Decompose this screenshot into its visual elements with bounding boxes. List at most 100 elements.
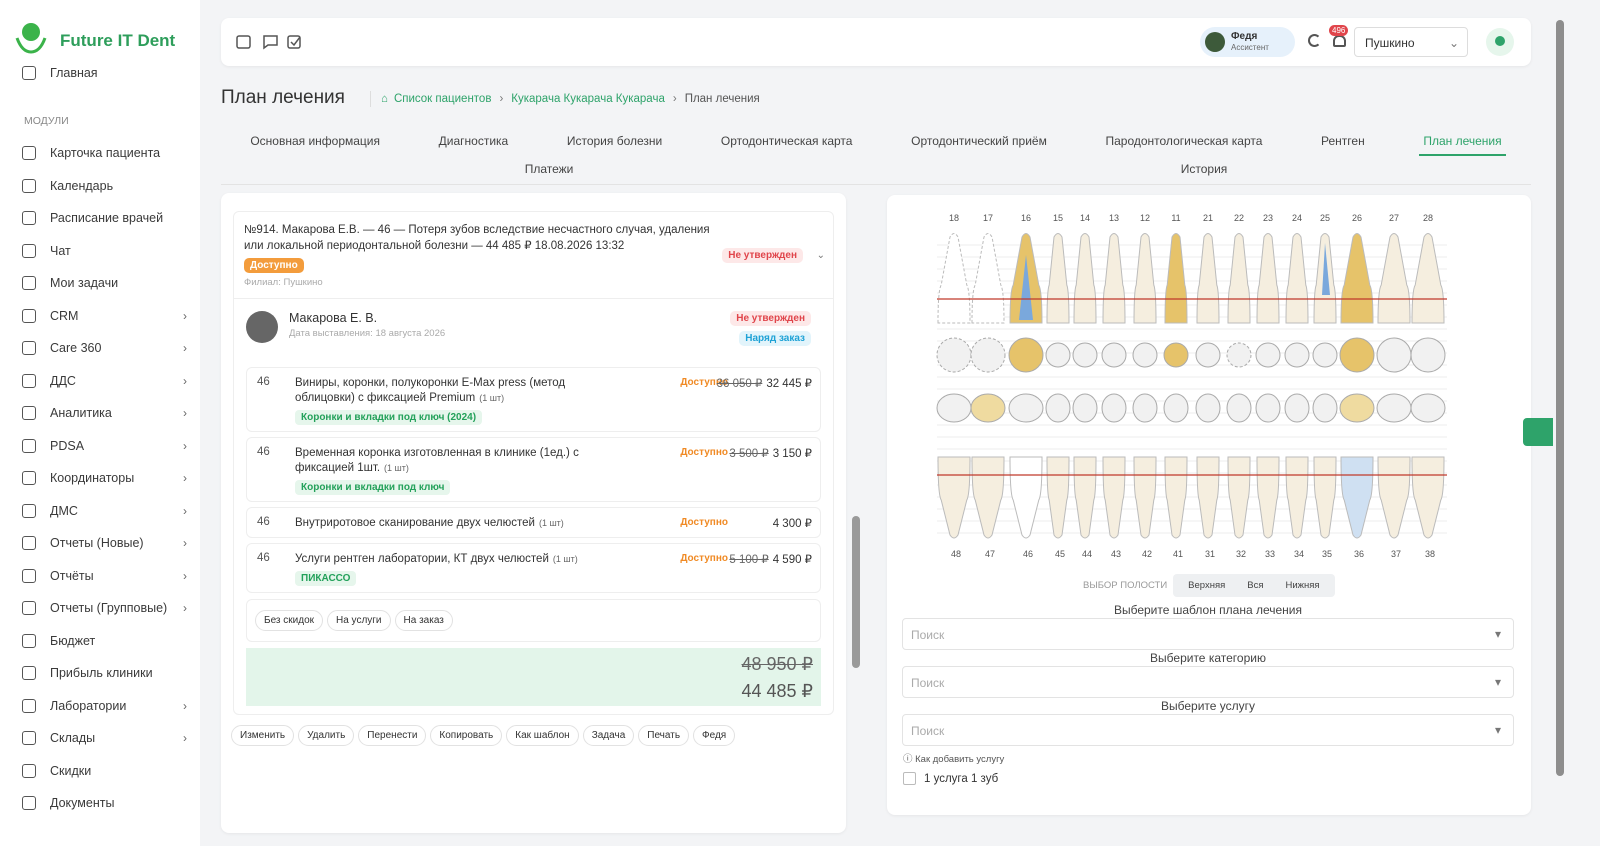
tab[interactable]: История [1180,162,1228,176]
nav-item[interactable]: Лаборатории › [22,698,187,713]
patient-status: Не утвержден [730,311,811,326]
nav-item[interactable]: Отчеты (Групповые) › [22,601,187,615]
branch: Филиал: Пушкино [244,277,323,288]
tag: Коронки и вкладки под ключ [295,480,451,495]
action-button[interactable]: Федя [693,725,736,746]
action-button[interactable]: Задача [582,725,635,746]
nav-item[interactable]: Чат [22,243,187,258]
tooth-number: 43 [1111,549,1121,559]
jaw-option[interactable]: Нижняя [1285,580,1320,591]
select[interactable]: Поиск [902,714,1514,746]
crumb: План лечения [684,93,760,105]
branch-select[interactable]: Пушкино ⌄ [1354,27,1468,57]
discount-button[interactable]: Без скидок [255,610,323,631]
upper-tooth [1256,233,1280,324]
action-button[interactable]: Удалить [298,725,355,746]
nav-item[interactable]: Прибыль клиники [22,666,187,680]
nav-item[interactable]: Координаторы › [22,471,187,485]
nav-item[interactable]: ДДС › [22,373,187,388]
nav-item[interactable]: Отчеты (Новые) › [22,536,187,550]
theme-toggle[interactable] [1308,34,1321,47]
nav-icon [22,731,36,745]
tab[interactable]: Ортодонтический приём [911,134,1047,148]
jaw-option[interactable]: Вся [1247,580,1264,591]
lower-tooth [1196,456,1220,539]
nav-item[interactable]: Care 360 › [22,341,187,355]
jaw-label: ВЫБОР ПОЛОСТИ [1083,580,1168,591]
action-button[interactable]: Копировать [430,725,503,746]
nav-label: Мои задачи [50,276,119,290]
tab[interactable]: План лечения [1419,128,1506,156]
jaw-select: ВЫБОР ПОЛОСТИ Верхняя Вся Нижняя [1083,574,1335,597]
tooth: 46 [257,516,270,528]
upper-tooth [1133,233,1157,324]
nav-icon [22,243,36,258]
tag: ПИКАССО [295,571,357,586]
nav-label: Лаборатории [50,698,127,713]
nav-item[interactable]: Аналитика › [22,406,187,420]
lower-tooth [1377,456,1411,539]
occlusal-view [1101,342,1127,368]
service-title: Внутриротовое сканирование двух челюстей [295,517,535,529]
nav-item[interactable]: Скидки [22,763,187,778]
tab[interactable]: Платежи [524,162,574,176]
nav-item[interactable]: Отчёты › [22,568,187,583]
tooth-number: 28 [1423,213,1433,223]
current-price: 32 445 ₽ [766,378,812,390]
action-button[interactable]: Печать [638,725,690,746]
discount-button[interactable]: На заказ [394,610,453,631]
occlusal-view [1410,393,1446,423]
tab[interactable]: Диагностика [438,134,509,148]
tooth-number: 45 [1055,549,1065,559]
patient: Макарова Е. В. Дата выставления: 18 авгу… [234,309,833,367]
crumb[interactable]: Кукарача Кукарача Кукарача [511,93,665,105]
field-label: Выберите шаблон плана лечения [1113,603,1303,617]
nav-item[interactable]: Бюджет [22,633,187,648]
action-button[interactable]: Перенести [358,725,427,746]
settings-button[interactable] [1523,418,1553,446]
tooth-number: 38 [1425,549,1435,559]
nav-item[interactable]: ДМС › [22,503,187,518]
tab[interactable]: История болезни [566,134,663,148]
tab[interactable]: Основная информация [250,134,381,148]
select[interactable]: Поиск [902,618,1514,650]
nav-icon [22,536,36,550]
bell[interactable] [1333,35,1346,47]
tooth-number: 48 [951,549,961,559]
lower-tooth [1227,456,1251,539]
tab[interactable]: Рентген [1321,134,1365,148]
topbar: Федя Ассистент 496 Пушкино ⌄ [221,18,1531,66]
help[interactable]: ⓘ Как добавить услугу [903,754,1005,765]
nav-item[interactable]: Расписание врачей [22,211,187,225]
nav-icon [22,406,36,420]
crumb[interactable]: Список пациентов [393,93,492,105]
checkbox[interactable]: 1 услуга 1 зуб [903,772,998,785]
tooth: 46 [257,446,270,458]
nav-item[interactable]: CRM › [22,308,187,323]
page-scrollbar [1556,20,1564,776]
nav-item[interactable]: Документы [22,796,187,810]
action-button[interactable]: Изменить [231,725,295,746]
nav-item[interactable]: PDSA › [22,438,187,453]
user-chip[interactable]: Федя Ассистент [1200,27,1295,57]
tab[interactable]: Ортодонтическая карта [720,134,853,148]
nav-icon [22,601,36,615]
lower-tooth [937,456,971,539]
nav-item[interactable]: Мои задачи [22,276,187,290]
nav-item[interactable]: Карточка пациента [22,146,187,160]
price: 4 300 ₽ [773,516,812,530]
tab[interactable]: Пародонтологическая карта [1105,134,1263,148]
select[interactable]: Поиск [902,666,1514,698]
avatar[interactable] [1486,28,1514,56]
service-name: Внутриротовое сканирование двух челюстей… [295,516,625,531]
nav-item[interactable]: Главная [22,66,187,80]
upper-tooth [937,233,971,324]
discount-button[interactable]: На услуги [327,610,391,631]
nav-item[interactable]: Календарь [22,178,187,193]
tooth-number: 31 [1205,549,1215,559]
nav-label: Календарь [50,178,114,193]
action-button[interactable]: Как шаблон [506,725,579,746]
separator: › [672,93,677,105]
jaw-option[interactable]: Верхняя [1188,580,1226,591]
nav-item[interactable]: Склады › [22,731,187,745]
